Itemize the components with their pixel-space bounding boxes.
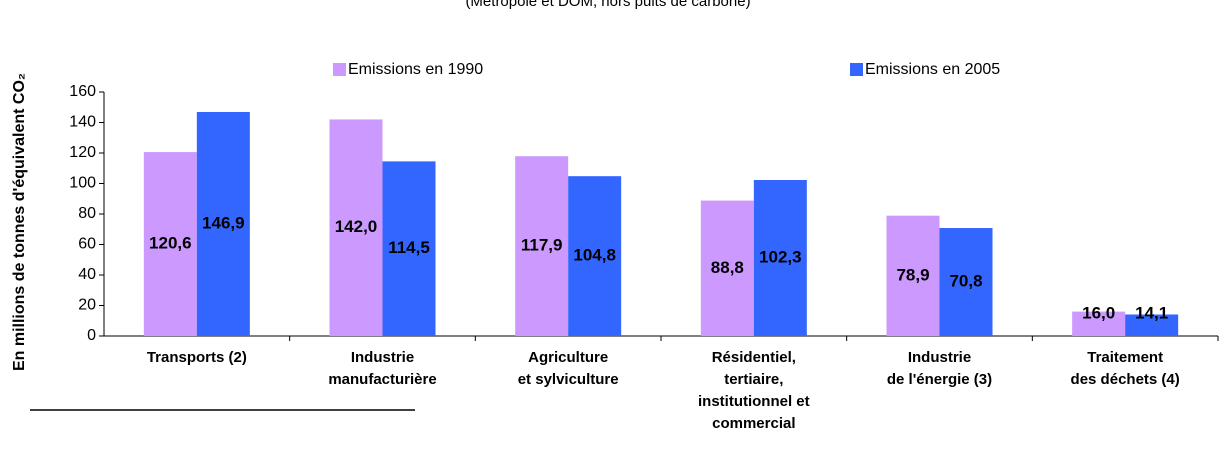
data-label: 142,0 <box>335 217 378 236</box>
bar <box>568 176 622 336</box>
x-tick-label-line: Traitement <box>1087 349 1163 366</box>
legend-label: Emissions en 1990 <box>348 61 483 78</box>
y-tick-label: 140 <box>69 114 96 131</box>
y-tick-label: 100 <box>69 175 96 192</box>
x-tick-label: Transports (2) <box>147 349 247 366</box>
data-label: 117,9 <box>521 236 563 255</box>
data-label: 146,9 <box>202 213 245 232</box>
x-tick-label-line: et sylviculture <box>518 371 619 388</box>
y-axis-label: En millions de tonnes d'équivalent CO₂ <box>11 73 28 371</box>
bar <box>886 215 940 336</box>
bar <box>382 161 436 336</box>
bar <box>700 200 754 336</box>
y-tick-label: 40 <box>78 266 96 283</box>
data-label: 104,8 <box>573 246 616 265</box>
x-tick-label: Traitement des déchets (4) <box>1071 349 1180 388</box>
data-label: 14,1 <box>1135 303 1168 322</box>
x-tick-label-line: Agriculture <box>528 349 608 366</box>
bar <box>939 228 993 336</box>
x-tick-label-line: commercial <box>712 415 795 432</box>
x-tick-label-line: Industrie <box>351 349 414 366</box>
data-label: 88,8 <box>711 258 744 277</box>
y-tick-label: 160 <box>69 83 96 100</box>
data-label: 102,3 <box>759 247 802 266</box>
x-tick-label-line: Industrie <box>908 349 971 366</box>
bar <box>196 111 250 336</box>
x-tick-label-line: des déchets (4) <box>1071 371 1180 388</box>
bar <box>143 152 197 336</box>
chart-subtitle: (Métropole et DOM, hors puits de carbone… <box>465 0 750 10</box>
data-label: 120,6 <box>149 234 192 253</box>
legend-swatch <box>850 63 863 76</box>
y-tick-label: 20 <box>78 297 96 314</box>
x-tick-label: Industrie manufacturière <box>328 349 436 388</box>
x-tick-label-line: de l'énergie (3) <box>887 371 992 388</box>
bar <box>1125 314 1179 336</box>
y-tick-label: 60 <box>78 236 96 253</box>
legend-swatch <box>333 63 346 76</box>
x-tick-label-line: Transports (2) <box>147 349 247 366</box>
x-tick-label-line: manufacturière <box>328 371 436 388</box>
x-tick-label: Agriculture et sylviculture <box>518 349 619 388</box>
legend-label: Emissions en 2005 <box>865 61 1000 78</box>
data-label: 70,8 <box>949 271 982 290</box>
x-tick-label: Résidentiel, tertiaire, institutionnel et c… <box>698 349 810 432</box>
y-tick-label: 80 <box>78 205 96 222</box>
y-tick-label: 120 <box>69 144 96 161</box>
bar <box>753 179 807 336</box>
x-tick-label-line: Résidentiel, <box>712 349 796 366</box>
data-label: 16,0 <box>1082 303 1115 322</box>
data-label: 114,5 <box>388 238 430 257</box>
y-tick-label: 0 <box>87 327 96 344</box>
bar <box>1072 311 1126 336</box>
x-tick-label: Industrie de l'énergie (3) <box>887 349 992 388</box>
x-tick-label-line: tertiaire, <box>724 371 783 388</box>
bar <box>515 156 569 336</box>
x-tick-label-line: institutionnel et <box>698 393 810 410</box>
bar <box>329 119 383 336</box>
data-label: 78,9 <box>896 265 929 284</box>
